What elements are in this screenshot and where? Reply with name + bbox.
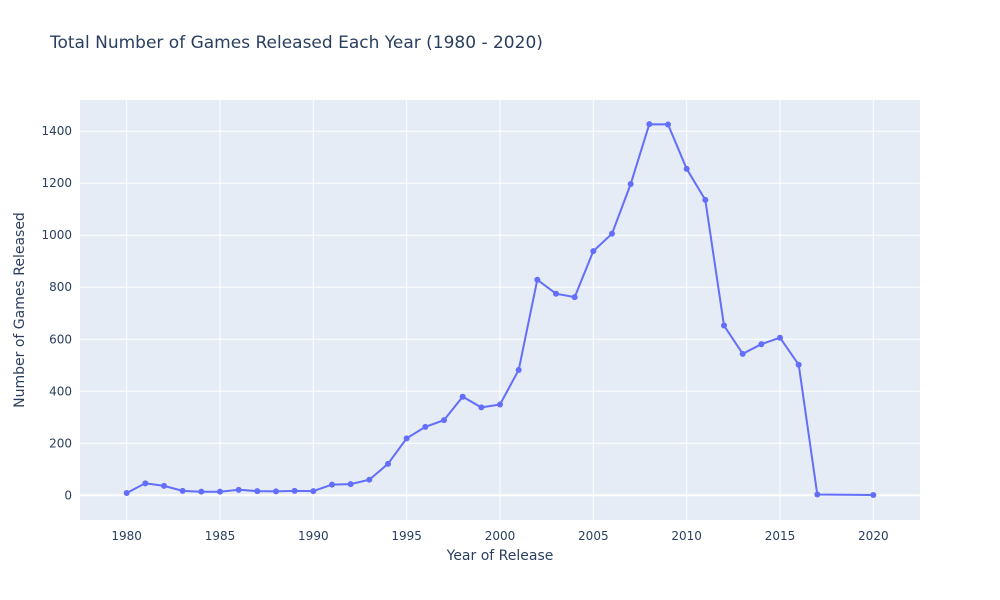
y-tick-label: 800 <box>49 280 72 294</box>
data-point <box>665 121 671 128</box>
data-point <box>459 393 466 400</box>
data-point <box>347 481 354 488</box>
data-point <box>329 481 335 488</box>
data-point <box>571 294 578 301</box>
data-point <box>310 488 317 495</box>
data-point <box>795 361 802 368</box>
data-point <box>422 423 429 430</box>
data-point <box>291 487 298 494</box>
data-point <box>254 488 261 495</box>
data-point <box>870 492 877 499</box>
y-tick-label: 200 <box>49 436 72 450</box>
data-markers <box>123 121 877 499</box>
data-point <box>273 488 279 495</box>
data-point <box>590 248 597 255</box>
data-point <box>403 435 410 442</box>
x-tick-label: 2020 <box>858 529 889 543</box>
data-point <box>497 401 503 408</box>
data-point <box>217 488 223 495</box>
chart-title: Total Number of Games Released Each Year… <box>50 33 543 53</box>
data-point <box>739 350 746 357</box>
data-point <box>721 322 727 329</box>
data-point <box>142 480 149 487</box>
data-point <box>123 489 130 496</box>
y-tick-label: 1000 <box>41 228 72 242</box>
x-tick-label: 2015 <box>765 529 796 543</box>
x-tick-label: 1980 <box>111 529 142 543</box>
x-tick-label: 1990 <box>298 529 329 543</box>
data-point <box>627 181 634 187</box>
data-point <box>441 417 447 424</box>
data-point <box>758 341 765 348</box>
data-point <box>683 165 690 172</box>
data-point <box>646 121 653 128</box>
x-axis-title: Year of Release <box>446 548 554 564</box>
data-point <box>179 487 186 494</box>
y-tick-label: 600 <box>49 332 72 346</box>
data-point <box>609 230 615 237</box>
tick-labels: 1980 1985 1990 1995 2000 2005 2010 2015 2020 0 200… <box>41 124 888 543</box>
x-tick-label: 2000 <box>485 529 516 543</box>
x-tick-label: 1995 <box>391 529 422 543</box>
data-point <box>777 334 783 341</box>
y-tick-label: 0 <box>64 488 72 502</box>
data-point <box>515 366 522 373</box>
data-point <box>235 486 242 493</box>
data-point <box>534 276 541 283</box>
x-tick-label: 2005 <box>578 529 609 543</box>
y-tick-label: 400 <box>49 384 72 398</box>
data-point <box>702 196 709 203</box>
data-point <box>385 460 391 467</box>
data-point <box>366 476 373 483</box>
x-tick-label: 2010 <box>671 529 702 543</box>
data-point <box>161 482 167 489</box>
data-point <box>553 290 559 297</box>
y-tick-label: 1400 <box>41 124 72 138</box>
y-tick-label: 1200 <box>41 176 72 190</box>
y-axis-title: Number of Games Released <box>12 212 28 408</box>
x-tick-label: 1985 <box>205 529 236 543</box>
data-point <box>198 488 205 495</box>
data-point <box>478 404 485 411</box>
data-point <box>814 491 821 498</box>
